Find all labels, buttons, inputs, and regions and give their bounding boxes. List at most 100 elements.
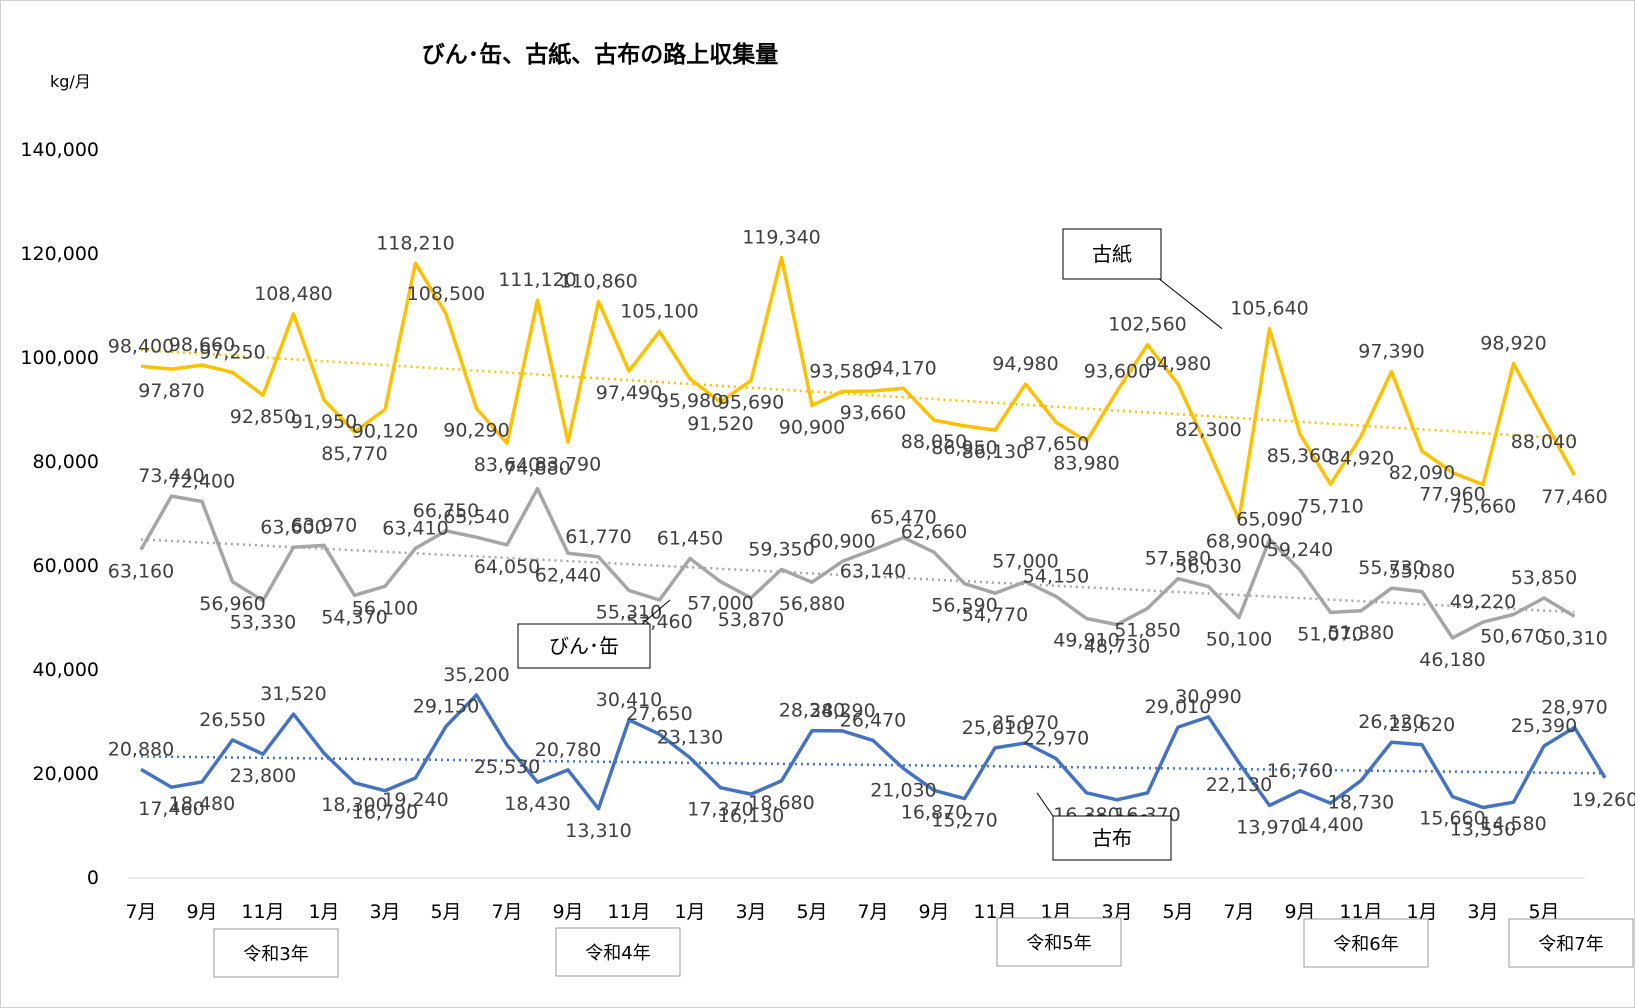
- data-label: 82,090: [1389, 462, 1455, 484]
- data-label: 86,130: [962, 441, 1028, 463]
- data-label: 63,410: [382, 517, 448, 539]
- data-label: 92,850: [230, 406, 296, 428]
- data-label: 84,920: [1328, 447, 1394, 469]
- x-tick-label: 1月: [674, 901, 705, 923]
- data-label: 83,980: [1053, 452, 1119, 474]
- data-label: 17,370: [687, 799, 753, 821]
- x-tick-label: 9月: [1284, 901, 1315, 923]
- data-label: 53,850: [1511, 567, 1577, 589]
- data-label: 87,650: [1023, 433, 1089, 455]
- data-label: 95,690: [718, 391, 784, 413]
- year-label: 令和6年: [1333, 934, 1398, 955]
- data-label: 54,770: [962, 604, 1028, 626]
- x-tick-label: 9月: [552, 901, 583, 923]
- data-label: 91,520: [687, 413, 753, 435]
- data-label: 110,860: [559, 271, 638, 293]
- data-label: 65,540: [443, 506, 509, 528]
- data-label: 16,790: [352, 802, 418, 824]
- x-tick-label: 5月: [430, 901, 461, 923]
- x-tick-label: 7月: [1223, 901, 1254, 923]
- data-label: 55,080: [1389, 561, 1455, 583]
- x-tick-label: 9月: [186, 901, 217, 923]
- data-label: 20,880: [108, 738, 174, 760]
- data-label: 19,260: [1572, 789, 1635, 811]
- data-label: 21,030: [870, 780, 936, 802]
- year-label-box: 令和7年: [1508, 918, 1634, 968]
- data-label: 13,970: [1236, 816, 1302, 838]
- chart-title: びん･缶、古紙、古布の路上収集量: [422, 41, 779, 68]
- data-label: 61,450: [657, 527, 723, 549]
- series-name-callout: 古紙: [1062, 228, 1223, 330]
- series-name: びん･缶: [549, 634, 619, 658]
- data-label: 62,660: [901, 521, 967, 543]
- data-label: 108,480: [254, 283, 333, 305]
- data-label: 25,390: [1511, 715, 1577, 737]
- data-label: 28,340: [779, 700, 845, 722]
- data-label: 63,970: [291, 514, 357, 536]
- data-label: 98,400: [108, 335, 174, 357]
- data-label: 56,960: [199, 593, 265, 615]
- data-label: 77,460: [1541, 486, 1607, 508]
- data-label: 30,410: [596, 689, 662, 711]
- data-label: 97,870: [138, 380, 204, 402]
- data-label: 95,980: [657, 390, 723, 412]
- data-label: 28,290: [809, 700, 875, 722]
- data-label: 48,730: [1084, 636, 1150, 658]
- x-tick-label: 11月: [1339, 901, 1382, 923]
- data-label: 29,150: [413, 695, 479, 717]
- data-label: 53,330: [230, 612, 296, 634]
- y-tick-label: 60,000: [33, 555, 99, 577]
- x-tick-label: 5月: [1528, 901, 1559, 923]
- data-label: 14,580: [1480, 813, 1546, 835]
- data-label: 57,580: [1145, 548, 1211, 570]
- x-tick-label: 5月: [796, 901, 827, 923]
- data-label: 68,900: [1206, 531, 1272, 553]
- data-label: 65,090: [1236, 509, 1302, 531]
- data-label: 50,670: [1480, 626, 1546, 648]
- data-label: 93,600: [1084, 360, 1150, 382]
- data-label: 108,500: [407, 283, 486, 305]
- data-label: 27,650: [626, 703, 692, 725]
- data-label: 64,050: [474, 556, 540, 578]
- data-label: 55,310: [596, 601, 662, 623]
- data-label: 54,370: [321, 606, 387, 628]
- data-label: 75,660: [1450, 496, 1516, 518]
- data-label: 23,130: [657, 727, 723, 749]
- x-tick-label: 1月: [1406, 901, 1437, 923]
- data-label: 61,770: [565, 526, 631, 548]
- data-label: 74,880: [504, 458, 570, 480]
- data-label: 49,910: [1053, 629, 1119, 651]
- data-label: 16,870: [901, 801, 967, 823]
- y-axis-unit: kg/月: [50, 72, 91, 91]
- data-label: 19,240: [382, 789, 448, 811]
- data-label: 57,000: [687, 593, 753, 615]
- series-line: [139, 486, 1576, 640]
- data-label: 63,160: [108, 561, 174, 583]
- data-label: 98,660: [169, 334, 235, 356]
- data-label: 26,120: [1358, 711, 1424, 733]
- y-tick-label: 120,000: [20, 243, 99, 265]
- data-label: 51,380: [1328, 622, 1394, 644]
- x-tick-label: 3月: [1467, 901, 1498, 923]
- x-tick-label: 1月: [308, 901, 339, 923]
- data-label: 105,640: [1230, 298, 1309, 320]
- data-label: 59,240: [1267, 539, 1333, 561]
- data-label: 56,880: [779, 593, 845, 615]
- data-label: 13,550: [1450, 819, 1516, 841]
- data-label: 49,220: [1450, 591, 1516, 613]
- data-label: 51,070: [1297, 623, 1363, 645]
- data-label: 105,100: [620, 300, 699, 322]
- series-name-callout: 古布: [1036, 792, 1172, 861]
- year-label: 令和7年: [1538, 934, 1603, 955]
- data-label: 26,550: [199, 709, 265, 731]
- series-line: [140, 255, 1577, 522]
- year-label-box: 令和6年: [1303, 918, 1429, 968]
- x-tick-label: 11月: [241, 901, 284, 923]
- y-tick-label: 40,000: [33, 659, 99, 681]
- y-tick-label: 100,000: [20, 347, 99, 369]
- year-label: 令和4年: [585, 943, 650, 964]
- data-label: 119,340: [742, 226, 821, 248]
- data-label: 31,520: [260, 683, 326, 705]
- data-label: 88,040: [1511, 431, 1577, 453]
